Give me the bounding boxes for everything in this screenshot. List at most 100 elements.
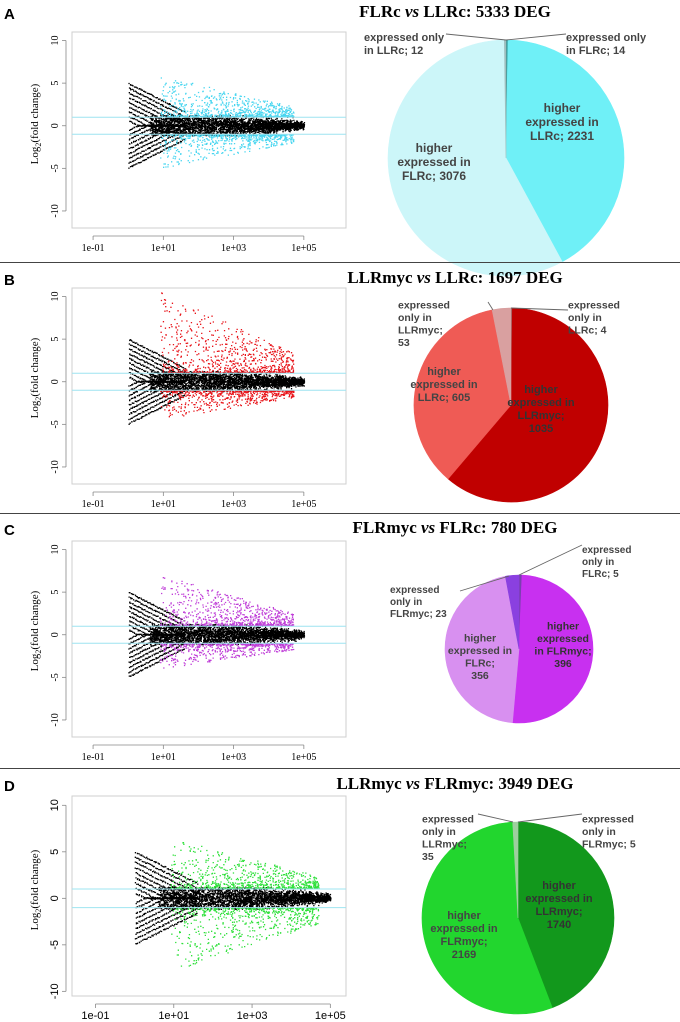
y-axis-label: Log2(fold change): [29, 83, 43, 164]
pie-slice: [505, 39, 625, 263]
y-tick-label: 5: [50, 590, 61, 595]
y-label-base: Log: [29, 400, 41, 418]
slice-label-line: expressed in: [525, 893, 593, 905]
slice-label-line: only in: [398, 312, 432, 324]
x-tick-label: 1e+03: [221, 499, 246, 510]
slice-label: higher expressed in LLRmyc; 1740: [525, 880, 593, 931]
y-tick-label: 5: [50, 81, 61, 86]
x-tick-label: 1e+03: [221, 752, 246, 763]
pie-slices: [421, 821, 615, 1015]
slice-label: expressed only in FLRc; 14: [566, 32, 647, 57]
slice-label-line: expressed: [568, 300, 620, 312]
x-tick-label: 1e+03: [237, 1010, 268, 1022]
pie-slice: [421, 821, 553, 1015]
slice-label-line: expressed in: [430, 923, 498, 935]
slice-label-line: FLRc;: [465, 658, 495, 670]
y-tick-label: 0: [49, 895, 61, 901]
y-tick-label: 10: [50, 292, 61, 302]
y-axis-label: Log2(fold change): [29, 849, 43, 930]
scatter-points: [128, 577, 306, 677]
slice-label: higher expressed in LLRmyc; 1035: [507, 384, 575, 435]
y-tick-label: 0: [50, 379, 61, 384]
panel-label: B: [4, 272, 15, 289]
slice-label-line: 1035: [529, 423, 553, 435]
slice-label-line: only in: [390, 597, 422, 608]
leader-line: [477, 813, 514, 823]
x-tick-label: 1e+01: [151, 499, 176, 510]
slice-label-line: higher: [447, 910, 481, 922]
leader-line: [487, 301, 494, 311]
non-de-points: [128, 591, 306, 677]
slice-label-line: expressed: [582, 814, 634, 826]
slice-label-line: higher: [524, 384, 558, 396]
slice-label-line: 2169: [452, 949, 476, 961]
slice-label: expressed only in FLRmyc; 5: [582, 814, 636, 851]
y-label-sub: 2: [34, 909, 43, 913]
y-tick-label: -10: [50, 713, 61, 726]
slice-label-line: LLRmyc;: [517, 410, 564, 422]
x-tick-label: 1e+05: [315, 1010, 346, 1022]
slice-label: higher expressed in FLRc; 3076: [397, 141, 470, 183]
slice-label-line: expressed: [537, 633, 589, 645]
x-tick-label: 1e+05: [291, 243, 316, 254]
pie-slice: [491, 307, 512, 406]
y-tick-label: -10: [49, 983, 61, 999]
panel-title: LLRmyc vs FLRmyc: 3949 DEG: [250, 774, 660, 794]
slice-label-line: expressed: [582, 545, 631, 556]
slice-label-line: expressed in: [410, 379, 478, 391]
title-prefix: LLRmyc: [347, 268, 413, 287]
slice-label-line: 1740: [547, 919, 571, 931]
y-label-base: Log: [29, 146, 41, 164]
panel-title: LLRmyc vs LLRc: 1697 DEG: [250, 268, 660, 288]
title-vs: vs: [404, 2, 420, 21]
y-axis-label: Log2(fold change): [29, 590, 43, 671]
x-tick-label: 1e+01: [158, 1010, 189, 1022]
slice-label-line: FLRmyc;: [440, 936, 487, 948]
pie-slices: [444, 574, 594, 724]
y-tick-label: -5: [50, 673, 61, 681]
pie-slice: [444, 575, 520, 724]
slice-label-line: 356: [471, 670, 489, 682]
slice-label-line: expressed in: [525, 115, 598, 129]
title-suffix: LLRc: 1697 DEG: [435, 268, 563, 287]
slice-label: higher expressed in FLRmyc; 396: [534, 621, 591, 671]
x-tick-label: 1e-01: [82, 499, 105, 510]
leader-line: [517, 813, 583, 823]
title-prefix: LLRmyc: [336, 774, 402, 793]
y-tick-label: -5: [49, 940, 61, 950]
panel-separator: [0, 513, 680, 514]
slice-label-line: FLRmyc; 5: [582, 839, 636, 851]
pie-chart: expressed only in FLRmyc; 5 higher expressed…: [360, 792, 660, 1018]
slice-label-line: expressed in: [448, 645, 512, 657]
slice-label: expressed only in FLRmyc; 23: [390, 585, 447, 620]
slice-label-line: LLRc; 2231: [530, 129, 594, 143]
slice-label-line: only in: [582, 826, 616, 838]
y-label-sub: 2: [34, 143, 43, 147]
panel-separator: [0, 768, 680, 769]
x-tick-label: 1e+01: [151, 752, 176, 763]
leader-line: [518, 544, 583, 576]
ma-plot: 10 5 0 -5 -10 1e-01 1e+01 1e+03 1e+05 Log2(fold c…: [26, 24, 352, 256]
slice-label-line: only in: [582, 557, 614, 568]
slice-label-line: expressed: [398, 300, 450, 312]
leader-line: [505, 33, 567, 41]
slice-label-line: LLRmyc;: [398, 325, 443, 337]
slice-label: expressed only in LLRmyc; 35: [422, 814, 474, 864]
slice-label-line: LLRmyc;: [422, 839, 467, 851]
slice-label: expressed only in LLRmyc; 53: [398, 300, 450, 350]
slice-label-line: FLRc; 5: [582, 569, 619, 580]
x-tick-label: 1e-01: [81, 1010, 109, 1022]
y-tick-label: 5: [50, 337, 61, 342]
slice-label-line: only in: [568, 312, 602, 324]
slice-label: expressed only in FLRc; 5: [582, 545, 631, 580]
y-axis-label: Log2(fold change): [29, 337, 43, 418]
y-label-sub: 2: [34, 650, 43, 654]
panel-label: D: [4, 778, 15, 795]
slice-label: expressed only in LLRc; 4: [568, 300, 620, 337]
pie-chart: expressed only in LLRc; 4 higher expressed i…: [360, 284, 660, 508]
slice-label-line: higher: [416, 141, 453, 155]
pie-slice: [387, 39, 563, 277]
panel-title: FLRmyc vs FLRc: 780 DEG: [250, 518, 660, 538]
leader-line: [510, 307, 569, 311]
y-tick-label: -10: [50, 204, 61, 217]
